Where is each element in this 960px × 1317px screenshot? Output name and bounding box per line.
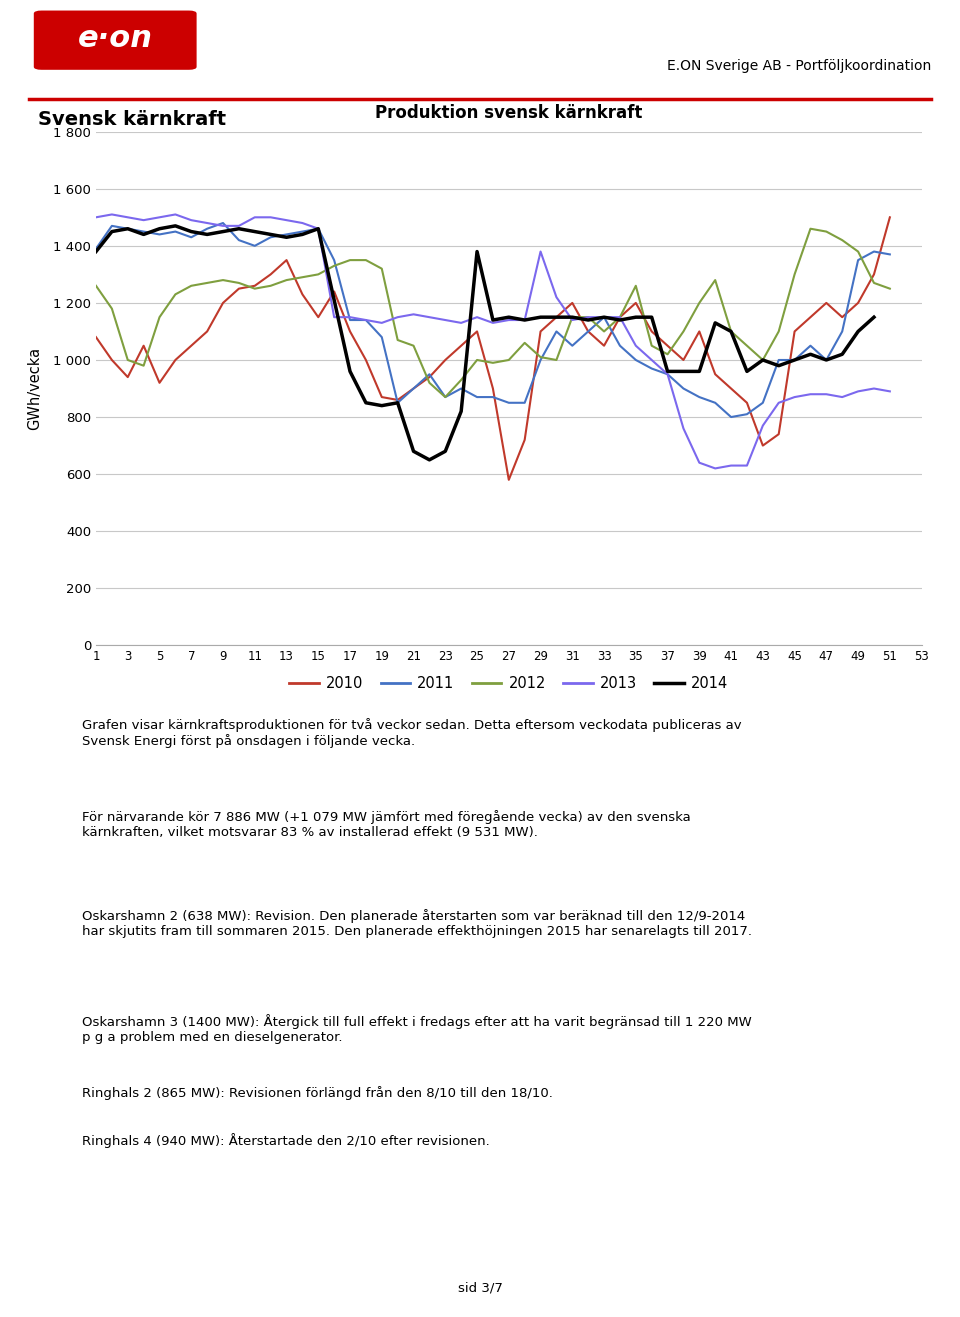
Text: För närvarande kör 7 886 MW (+1 079 MW jämfört med föregående vecka) av den sven: För närvarande kör 7 886 MW (+1 079 MW j…: [82, 810, 690, 839]
Text: Svensk kärnkraft: Svensk kärnkraft: [38, 111, 227, 129]
FancyBboxPatch shape: [34, 11, 197, 70]
Text: Ringhals 4 (940 MW): Återstartade den 2/10 efter revisionen.: Ringhals 4 (940 MW): Återstartade den 2/…: [82, 1133, 490, 1147]
Text: Oskarshamn 2 (638 MW): Revision. Den planerade återstarten som var beräknad till: Oskarshamn 2 (638 MW): Revision. Den pla…: [82, 909, 752, 938]
Text: Oskarshamn 3 (1400 MW): Återgick till full effekt i fredags efter att ha varit b: Oskarshamn 3 (1400 MW): Återgick till fu…: [82, 1014, 752, 1044]
Text: E.ON Sverige AB - Portföljkoordination: E.ON Sverige AB - Portföljkoordination: [667, 59, 931, 72]
Text: e·on: e·on: [78, 25, 153, 54]
Title: Produktion svensk kärnkraft: Produktion svensk kärnkraft: [375, 104, 642, 121]
Y-axis label: GWh/vecka: GWh/vecka: [27, 346, 42, 431]
Legend: 2010, 2011, 2012, 2013, 2014: 2010, 2011, 2012, 2013, 2014: [283, 670, 734, 697]
Text: Ringhals 2 (865 MW): Revisionen förlängd från den 8/10 till den 18/10.: Ringhals 2 (865 MW): Revisionen förlängd…: [82, 1087, 552, 1101]
Text: Grafen visar kärnkraftsproduktionen för två veckor sedan. Detta eftersom veckoda: Grafen visar kärnkraftsproduktionen för …: [82, 718, 741, 748]
Text: sid 3/7: sid 3/7: [458, 1281, 502, 1295]
